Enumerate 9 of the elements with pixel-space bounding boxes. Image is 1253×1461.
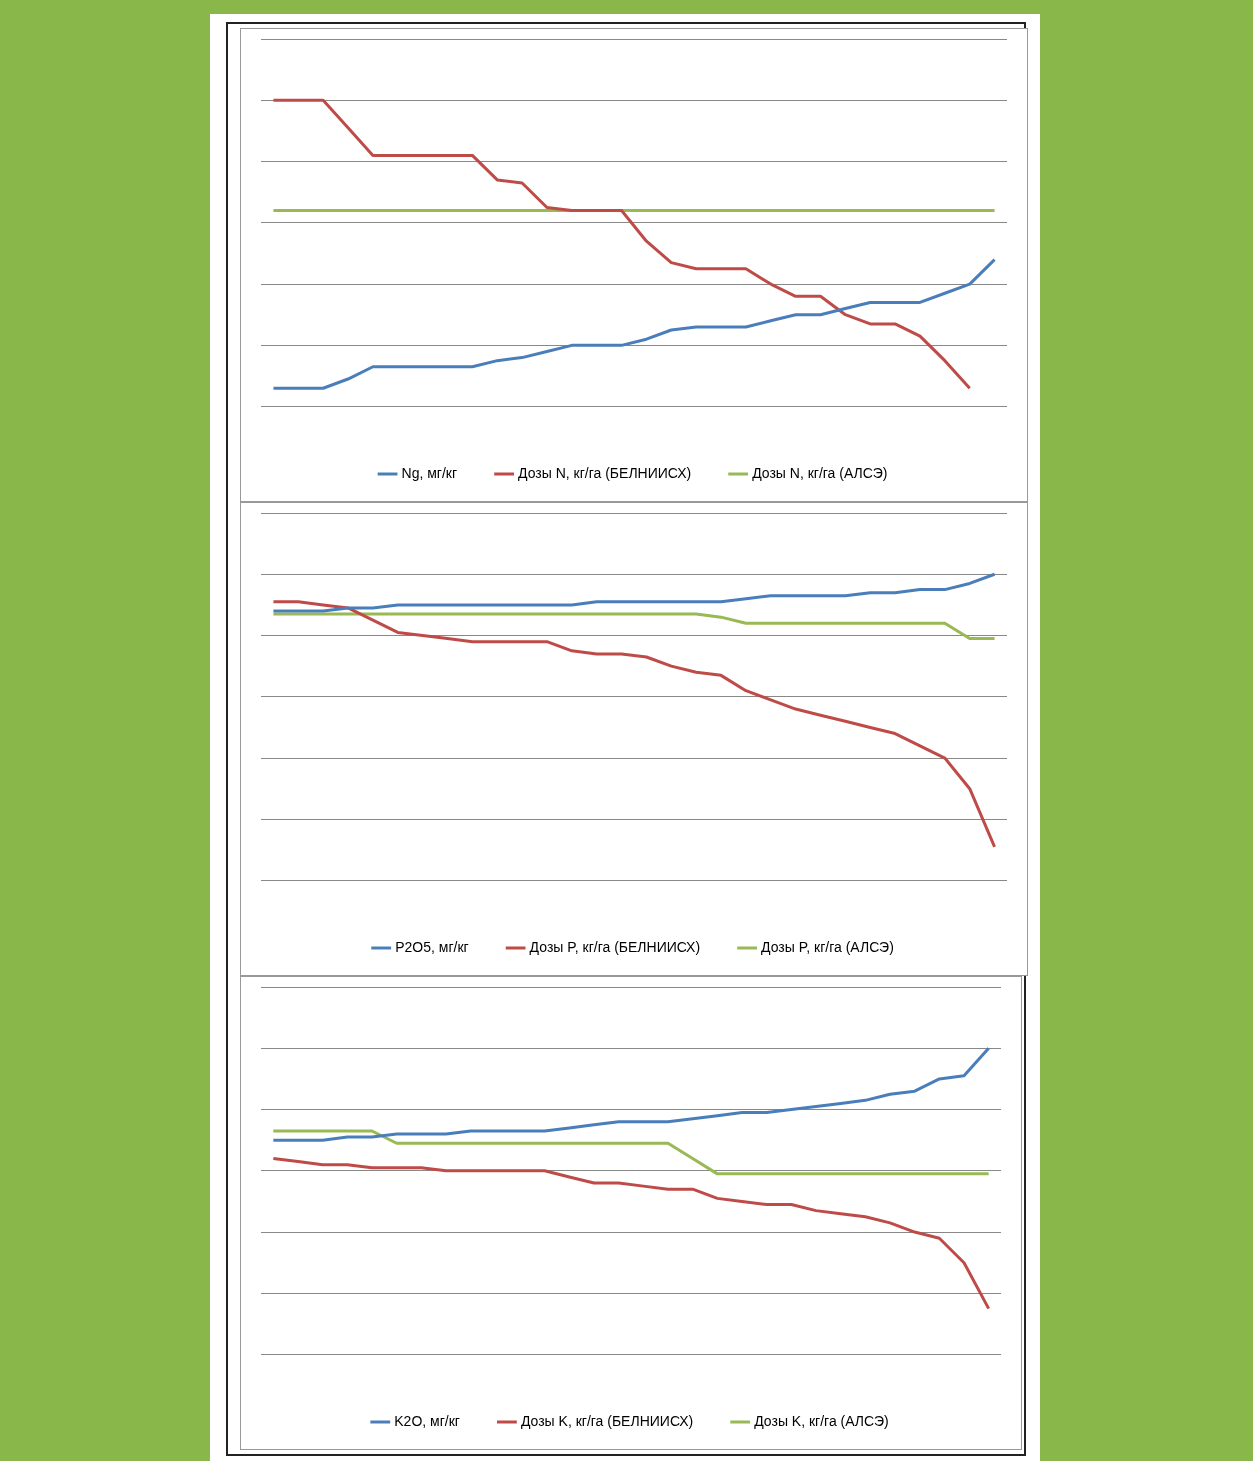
legend-label: Дозы K, кг/га (АЛСЭ)	[754, 1412, 889, 1429]
legend-label: Ng, мг/кг	[401, 464, 458, 481]
legend-label: P2O5, мг/кг	[395, 938, 469, 955]
legend-label: K2O, мг/кг	[394, 1412, 460, 1429]
legend-label: Дозы N, кг/га (БЕЛНИИСХ)	[518, 464, 692, 481]
legend-label: Дозы P, кг/га (АЛСЭ)	[761, 938, 894, 955]
legend-label: Дозы N, кг/га (АЛСЭ)	[752, 464, 888, 481]
legend-label: Дозы K, кг/га (БЕЛНИИСХ)	[520, 1412, 694, 1429]
legend-label: Дозы P, кг/га (БЕЛНИИСХ)	[529, 938, 701, 955]
